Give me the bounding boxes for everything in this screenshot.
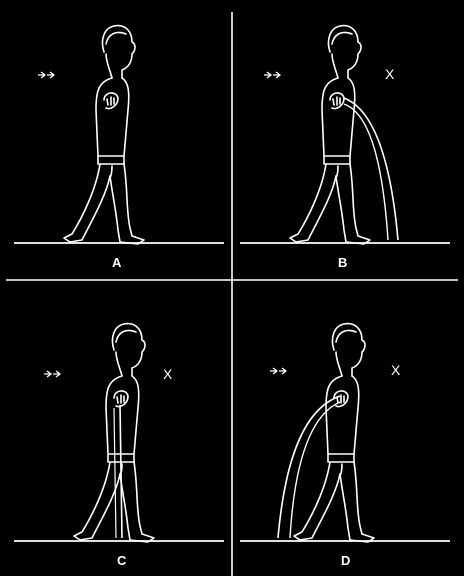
walking-figure bbox=[293, 322, 375, 543]
direction-arrow-icon bbox=[263, 71, 281, 79]
direction-arrow-icon bbox=[43, 370, 61, 378]
panel-label: B bbox=[338, 255, 347, 270]
panel-c: X C bbox=[14, 322, 224, 568]
panel-b: X B bbox=[240, 24, 450, 270]
direction-arrow-icon bbox=[269, 367, 287, 375]
panel-label: A bbox=[112, 255, 122, 270]
walking-figure bbox=[289, 24, 371, 245]
trajectory-line bbox=[119, 404, 123, 539]
panel-d: X D bbox=[240, 322, 450, 568]
trajectory-arc-inner bbox=[343, 103, 389, 241]
trajectory-arc-inner bbox=[289, 401, 341, 539]
direction-arrow-icon bbox=[37, 71, 55, 79]
x-marker: X bbox=[385, 66, 395, 82]
x-marker: X bbox=[163, 366, 173, 382]
panel-a: A bbox=[14, 24, 224, 270]
trajectory-arc bbox=[277, 395, 341, 539]
trajectory-line-inner bbox=[113, 407, 117, 539]
panel-label: D bbox=[341, 553, 350, 568]
panel-label: C bbox=[117, 553, 127, 568]
walking-figure bbox=[63, 24, 145, 245]
trajectory-arc bbox=[343, 97, 399, 241]
x-marker: X bbox=[391, 362, 401, 378]
